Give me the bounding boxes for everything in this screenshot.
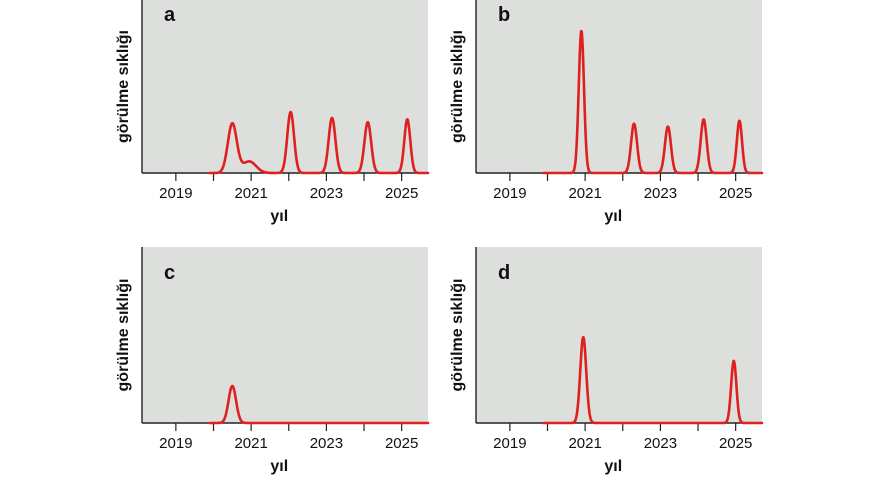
series-line-b-0 xyxy=(542,29,764,175)
panel-letter-b: b xyxy=(498,4,510,26)
plot-area-b xyxy=(476,0,762,173)
x-tick-label-d-2019: 2019 xyxy=(493,435,526,452)
plot-area-a xyxy=(142,0,428,173)
x-tick-label-d-2023: 2023 xyxy=(644,435,677,452)
x-tick-label-b-2023: 2023 xyxy=(644,185,677,202)
x-tick-label-b-2019: 2019 xyxy=(493,185,526,202)
x-tick-label-c-2023: 2023 xyxy=(310,435,343,452)
plot-area-d xyxy=(476,247,762,423)
x-axis-label-c: yıl xyxy=(270,458,288,475)
x-tick-label-d-2021: 2021 xyxy=(568,435,601,452)
panel-d: 2019 2021 2023 2025 yıl görülme sıklığı d xyxy=(449,247,764,475)
x-tick-label-a-2021: 2021 xyxy=(234,185,267,202)
y-axis-label-d: görülme sıklığı xyxy=(449,279,466,392)
x-tick-label-b-2025: 2025 xyxy=(719,185,752,202)
x-axis-label-a: yıl xyxy=(270,208,288,225)
series-line-c-0 xyxy=(208,384,430,425)
y-axis-label-a: görülme sıklığı xyxy=(115,30,132,143)
x-tick-label-d-2025: 2025 xyxy=(719,435,752,452)
y-axis-label-b: görülme sıklığı xyxy=(449,30,466,143)
y-axis-label-c: görülme sıklığı xyxy=(115,279,132,392)
panel-b: 2019 2021 2023 2025 yıl görülme sıklığı b xyxy=(449,0,764,225)
panel-letter-c: c xyxy=(164,262,175,284)
panel-letter-a: a xyxy=(164,4,176,26)
plot-area-c xyxy=(142,247,428,423)
x-tick-label-a-2025: 2025 xyxy=(385,185,418,202)
x-axis-label-b: yıl xyxy=(604,208,622,225)
x-tick-label-c-2025: 2025 xyxy=(385,435,418,452)
x-tick-label-b-2021: 2021 xyxy=(568,185,601,202)
panel-a: 2019 2021 2023 2025 yıl görülme sıklığı a xyxy=(115,0,430,225)
x-tick-label-a-2019: 2019 xyxy=(159,185,192,202)
x-axis-label-d: yıl xyxy=(604,458,622,475)
series-line-a-0 xyxy=(208,110,430,175)
x-tick-label-a-2023: 2023 xyxy=(310,185,343,202)
panel-c: 2019 2021 2023 2025 yıl görülme sıklığı c xyxy=(115,247,430,475)
x-tick-label-c-2021: 2021 xyxy=(234,435,267,452)
x-tick-label-c-2019: 2019 xyxy=(159,435,192,452)
panel-letter-d: d xyxy=(498,262,510,284)
series-line-d-0 xyxy=(542,335,764,425)
